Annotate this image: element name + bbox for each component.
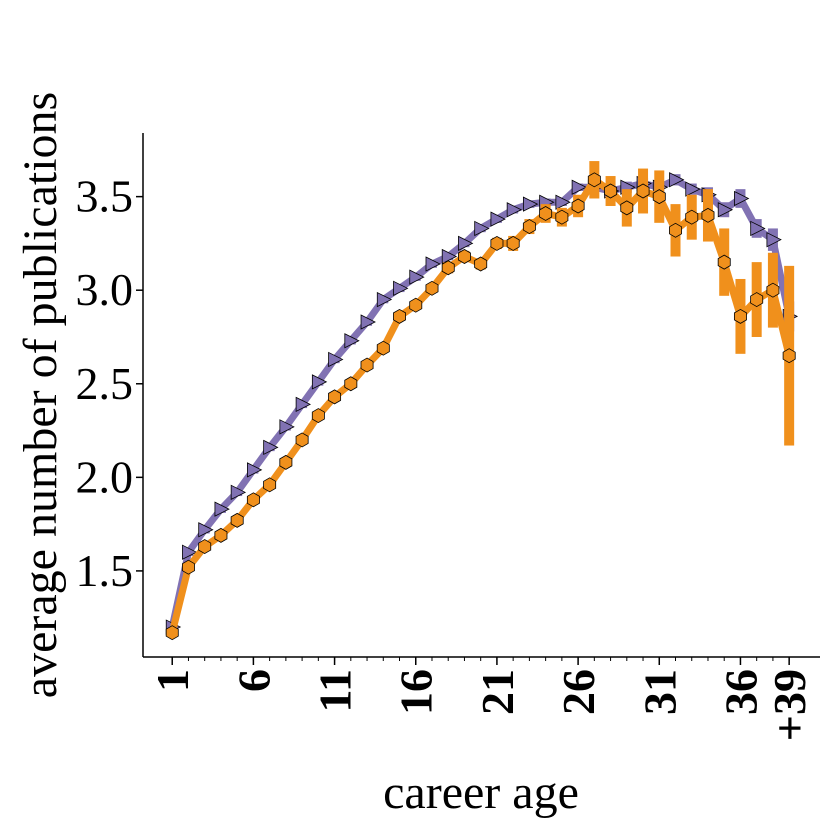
marker xyxy=(198,539,212,555)
marker xyxy=(506,202,523,218)
marker xyxy=(539,206,553,221)
marker xyxy=(263,439,279,456)
marker xyxy=(295,396,311,413)
marker xyxy=(360,314,376,330)
marker xyxy=(636,183,650,199)
marker xyxy=(717,254,731,270)
marker xyxy=(571,179,587,195)
x-tick-label: 31 xyxy=(634,669,685,715)
marker xyxy=(701,207,715,223)
marker xyxy=(734,190,750,207)
marker xyxy=(571,198,585,214)
marker xyxy=(652,189,666,205)
marker xyxy=(182,544,198,560)
marker xyxy=(279,454,293,470)
marker xyxy=(181,559,195,575)
marker xyxy=(522,196,539,212)
marker xyxy=(441,248,458,265)
marker xyxy=(165,625,179,641)
x-axis-label: career age xyxy=(383,766,579,819)
marker xyxy=(669,222,682,238)
marker xyxy=(604,183,618,199)
marker xyxy=(393,308,406,324)
marker xyxy=(750,292,764,308)
marker xyxy=(376,340,390,356)
marker xyxy=(425,256,441,272)
marker xyxy=(246,462,263,478)
series-line xyxy=(168,176,793,628)
x-tick-label: 1 xyxy=(147,669,198,692)
marker xyxy=(620,200,634,216)
marker xyxy=(685,181,701,197)
marker xyxy=(214,501,230,517)
marker xyxy=(458,235,474,252)
marker xyxy=(490,211,506,227)
marker xyxy=(311,374,328,390)
marker xyxy=(376,291,393,308)
marker xyxy=(555,209,569,225)
x-tick-label: 36 xyxy=(715,669,766,715)
marker xyxy=(750,220,766,237)
x-tick-label: 26 xyxy=(553,669,604,715)
marker xyxy=(230,484,247,500)
marker xyxy=(669,172,685,188)
marker xyxy=(230,512,244,528)
marker xyxy=(295,432,309,448)
marker xyxy=(441,260,455,276)
marker xyxy=(766,232,782,248)
marker xyxy=(344,333,360,349)
marker xyxy=(587,172,601,188)
marker xyxy=(685,209,699,225)
marker xyxy=(393,280,409,296)
marker xyxy=(717,202,734,218)
series-line xyxy=(168,176,793,634)
marker xyxy=(506,235,520,251)
marker xyxy=(198,522,214,538)
marker xyxy=(409,297,423,313)
marker xyxy=(344,376,358,392)
marker xyxy=(782,348,796,364)
marker xyxy=(766,282,780,298)
marker xyxy=(474,220,490,237)
marker xyxy=(360,357,374,373)
marker xyxy=(490,235,504,251)
marker xyxy=(328,351,344,368)
marker xyxy=(409,269,425,285)
y-tick-label: 1.5 xyxy=(76,545,134,596)
marker xyxy=(279,419,295,435)
marker xyxy=(246,492,260,508)
x-tick-label: 16 xyxy=(391,669,442,715)
marker xyxy=(522,219,536,235)
x-tick-label: 6 xyxy=(228,669,279,692)
marker xyxy=(311,408,325,424)
marker xyxy=(457,249,471,264)
marker xyxy=(425,280,439,296)
marker xyxy=(555,194,571,210)
marker xyxy=(474,256,488,272)
x-tick-label: 11 xyxy=(310,669,361,712)
marker xyxy=(263,477,277,493)
marker xyxy=(328,389,342,405)
y-tick-label: 3.5 xyxy=(76,171,134,222)
y-tick-label: 2.5 xyxy=(76,358,134,409)
marker xyxy=(733,308,747,324)
y-axis-label: average number of publications xyxy=(14,92,67,698)
x-tick-label: +39 xyxy=(764,669,815,741)
marker xyxy=(214,527,228,543)
y-tick-label: 2.0 xyxy=(76,451,134,502)
x-tick-label: 21 xyxy=(472,669,523,715)
y-tick-label: 3.0 xyxy=(76,264,134,315)
